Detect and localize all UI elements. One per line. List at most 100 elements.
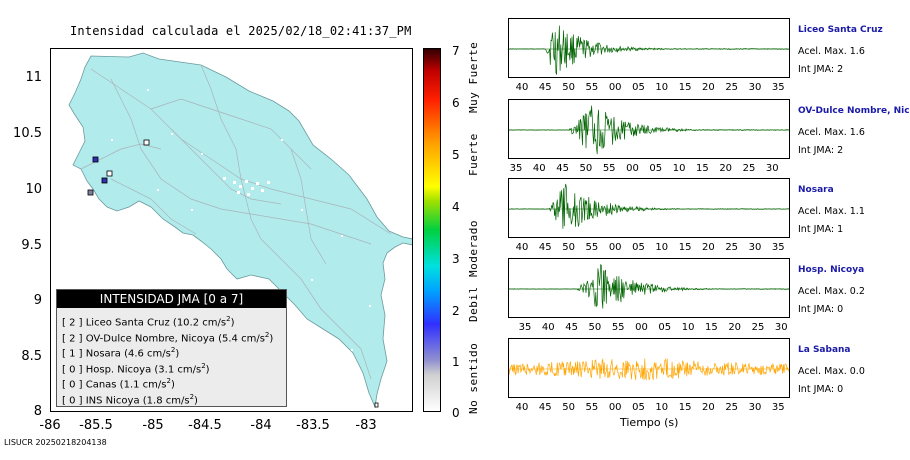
time-tick: 00 — [608, 242, 622, 253]
colorbar-label-moderado: Moderado — [467, 220, 480, 277]
colorbar-tick: 2 — [452, 304, 460, 318]
station-acel-max: Acel. Max. 1.6 — [798, 127, 865, 138]
colorbar-label-muy-fuerte: Muy Fuerte — [467, 41, 480, 113]
time-tick: 00 — [635, 322, 648, 333]
legend-station-label: Hosp. Nicoya (3.1 cm/s — [85, 363, 202, 375]
time-tick: 45 — [538, 402, 552, 413]
legend-unit-sup: 2 — [166, 377, 171, 385]
lon-tick: -85 — [142, 418, 164, 433]
trace-panel[interactable] — [508, 99, 790, 159]
legend-close: ) — [269, 332, 274, 344]
trace-panel[interactable] — [508, 258, 790, 318]
legend-jma: [ 1 ] — [62, 348, 83, 360]
trace-panel[interactable] — [508, 18, 790, 78]
time-tick: 25 — [725, 82, 739, 93]
station-ov-dulce-nombre-marker — [101, 177, 108, 184]
lon-tick: -84.5 — [188, 418, 222, 433]
waveform-line — [509, 357, 789, 381]
time-tick: 30 — [748, 82, 762, 93]
time-tick: 10 — [672, 163, 686, 174]
legend-station-label: OV-Dulce Nombre, Nicoya (5.4 cm/s — [85, 332, 265, 344]
legend-station-label: Canas (1.1 cm/s — [85, 379, 167, 391]
legend-close: ) — [230, 317, 235, 329]
lon-tick: -84 — [250, 418, 272, 433]
trace-panel[interactable] — [508, 338, 790, 398]
colorbar-tick: 5 — [452, 148, 460, 162]
lat-tick: 11 — [25, 70, 42, 85]
time-tick: 35 — [509, 163, 523, 174]
time-tick: 55 — [611, 322, 625, 333]
station-int-jma: Int JMA: 2 — [798, 64, 844, 75]
time-tick: 30 — [748, 402, 762, 413]
lat-tick: 9 — [33, 293, 42, 308]
station-name[interactable]: Nosara — [798, 185, 834, 195]
station-name[interactable]: OV-Dulce Nombre, Nico — [798, 106, 910, 116]
station-ins-nicoya-marker — [106, 170, 113, 177]
station-int-jma: Int JMA: 0 — [798, 304, 844, 315]
station-name[interactable]: Hosp. Nicoya — [798, 265, 865, 275]
time-tick: 05 — [632, 242, 645, 253]
time-tick: 05 — [649, 163, 663, 174]
legend-row: [ 2 ] OV-Dulce Nombre, Nicoya (5.4 cm/s2… — [57, 328, 286, 344]
time-tick: 55 — [585, 402, 599, 413]
time-tick: 35 — [771, 82, 785, 93]
legend-row: [ 2 ] Liceo Santa Cruz (10.2 cm/s2) — [57, 312, 286, 328]
colorbar-tick: 0 — [452, 406, 460, 420]
time-tick: 40 — [515, 242, 529, 253]
legend-unit-sup: 2 — [226, 315, 231, 323]
trace-panel[interactable] — [508, 178, 790, 238]
station-int-jma: Int JMA: 1 — [798, 224, 844, 235]
time-tick: 40 — [541, 322, 555, 333]
station-name[interactable]: Liceo Santa Cruz — [798, 25, 883, 35]
time-tick: 05 — [632, 82, 645, 93]
legend-close: ) — [205, 363, 210, 375]
time-tick: 15 — [678, 82, 692, 93]
legend-jma: [ 2 ] — [62, 317, 83, 329]
station-int-jma: Int JMA: 0 — [798, 384, 844, 395]
legend-unit-sup: 2 — [170, 346, 176, 354]
lat-tick: 10.5 — [13, 126, 42, 141]
colorbar-label-fuerte: Fuerte — [467, 133, 480, 176]
time-tick: 50 — [562, 82, 575, 93]
legend-title: INTENSIDAD JMA [0 a 7] — [57, 290, 286, 308]
costa-rica-land — [68, 52, 412, 409]
legend-station-label: INS Nicoya (1.8 cm/s — [85, 394, 190, 406]
legend-jma: [ 0 ] — [62, 394, 83, 406]
time-tick: 35 — [518, 322, 532, 333]
lon-tick: -83 — [355, 418, 377, 433]
time-tick: 35 — [771, 242, 785, 253]
legend-close: ) — [194, 394, 198, 406]
city-dots — [111, 89, 371, 351]
station-liceo-santa-cruz-marker — [92, 156, 99, 163]
costa-rica-map — [68, 52, 412, 409]
time-tick: 45 — [538, 82, 552, 93]
map-title: Intensidad calculada el 2025/02/18_02:41… — [70, 24, 412, 38]
legend-close: ) — [170, 379, 175, 391]
time-tick: 15 — [705, 322, 718, 333]
colorbar-tick: 4 — [452, 200, 460, 214]
legend-unit-sup: 2 — [264, 330, 270, 339]
intensity-colorbar — [423, 48, 441, 412]
legend-jma: [ 0 ] — [62, 363, 83, 375]
lon-tick: -86 — [39, 418, 61, 433]
road-network — [80, 64, 392, 380]
station-name[interactable]: La Sabana — [798, 345, 851, 355]
lat-tick: 10 — [25, 182, 42, 197]
intensity-legend: INTENSIDAD JMA [0 a 7] [ 2 ] Liceo Santa… — [56, 289, 287, 407]
waveform-svg — [509, 105, 789, 155]
station-acel-max: Acel. Max. 0.2 — [798, 286, 865, 297]
legend-row: [ 0 ] Hosp. Nicoya (3.1 cm/s2) — [57, 359, 286, 375]
lat-tick: 8 — [33, 404, 42, 419]
time-tick: 55 — [602, 163, 616, 174]
time-tick: 25 — [742, 163, 756, 174]
time-tick: 10 — [681, 322, 695, 333]
lon-tick: -83.5 — [296, 418, 330, 433]
time-tick: 00 — [626, 163, 639, 174]
time-axis-label: Tiempo (s) — [620, 416, 679, 429]
time-tick: 00 — [608, 402, 622, 413]
station-acel-max: Acel. Max. 1.1 — [798, 206, 865, 217]
time-tick: 30 — [748, 242, 762, 253]
time-tick: 15 — [678, 402, 692, 413]
colorbar-tick: 1 — [452, 355, 460, 369]
time-tick: 45 — [556, 163, 569, 174]
